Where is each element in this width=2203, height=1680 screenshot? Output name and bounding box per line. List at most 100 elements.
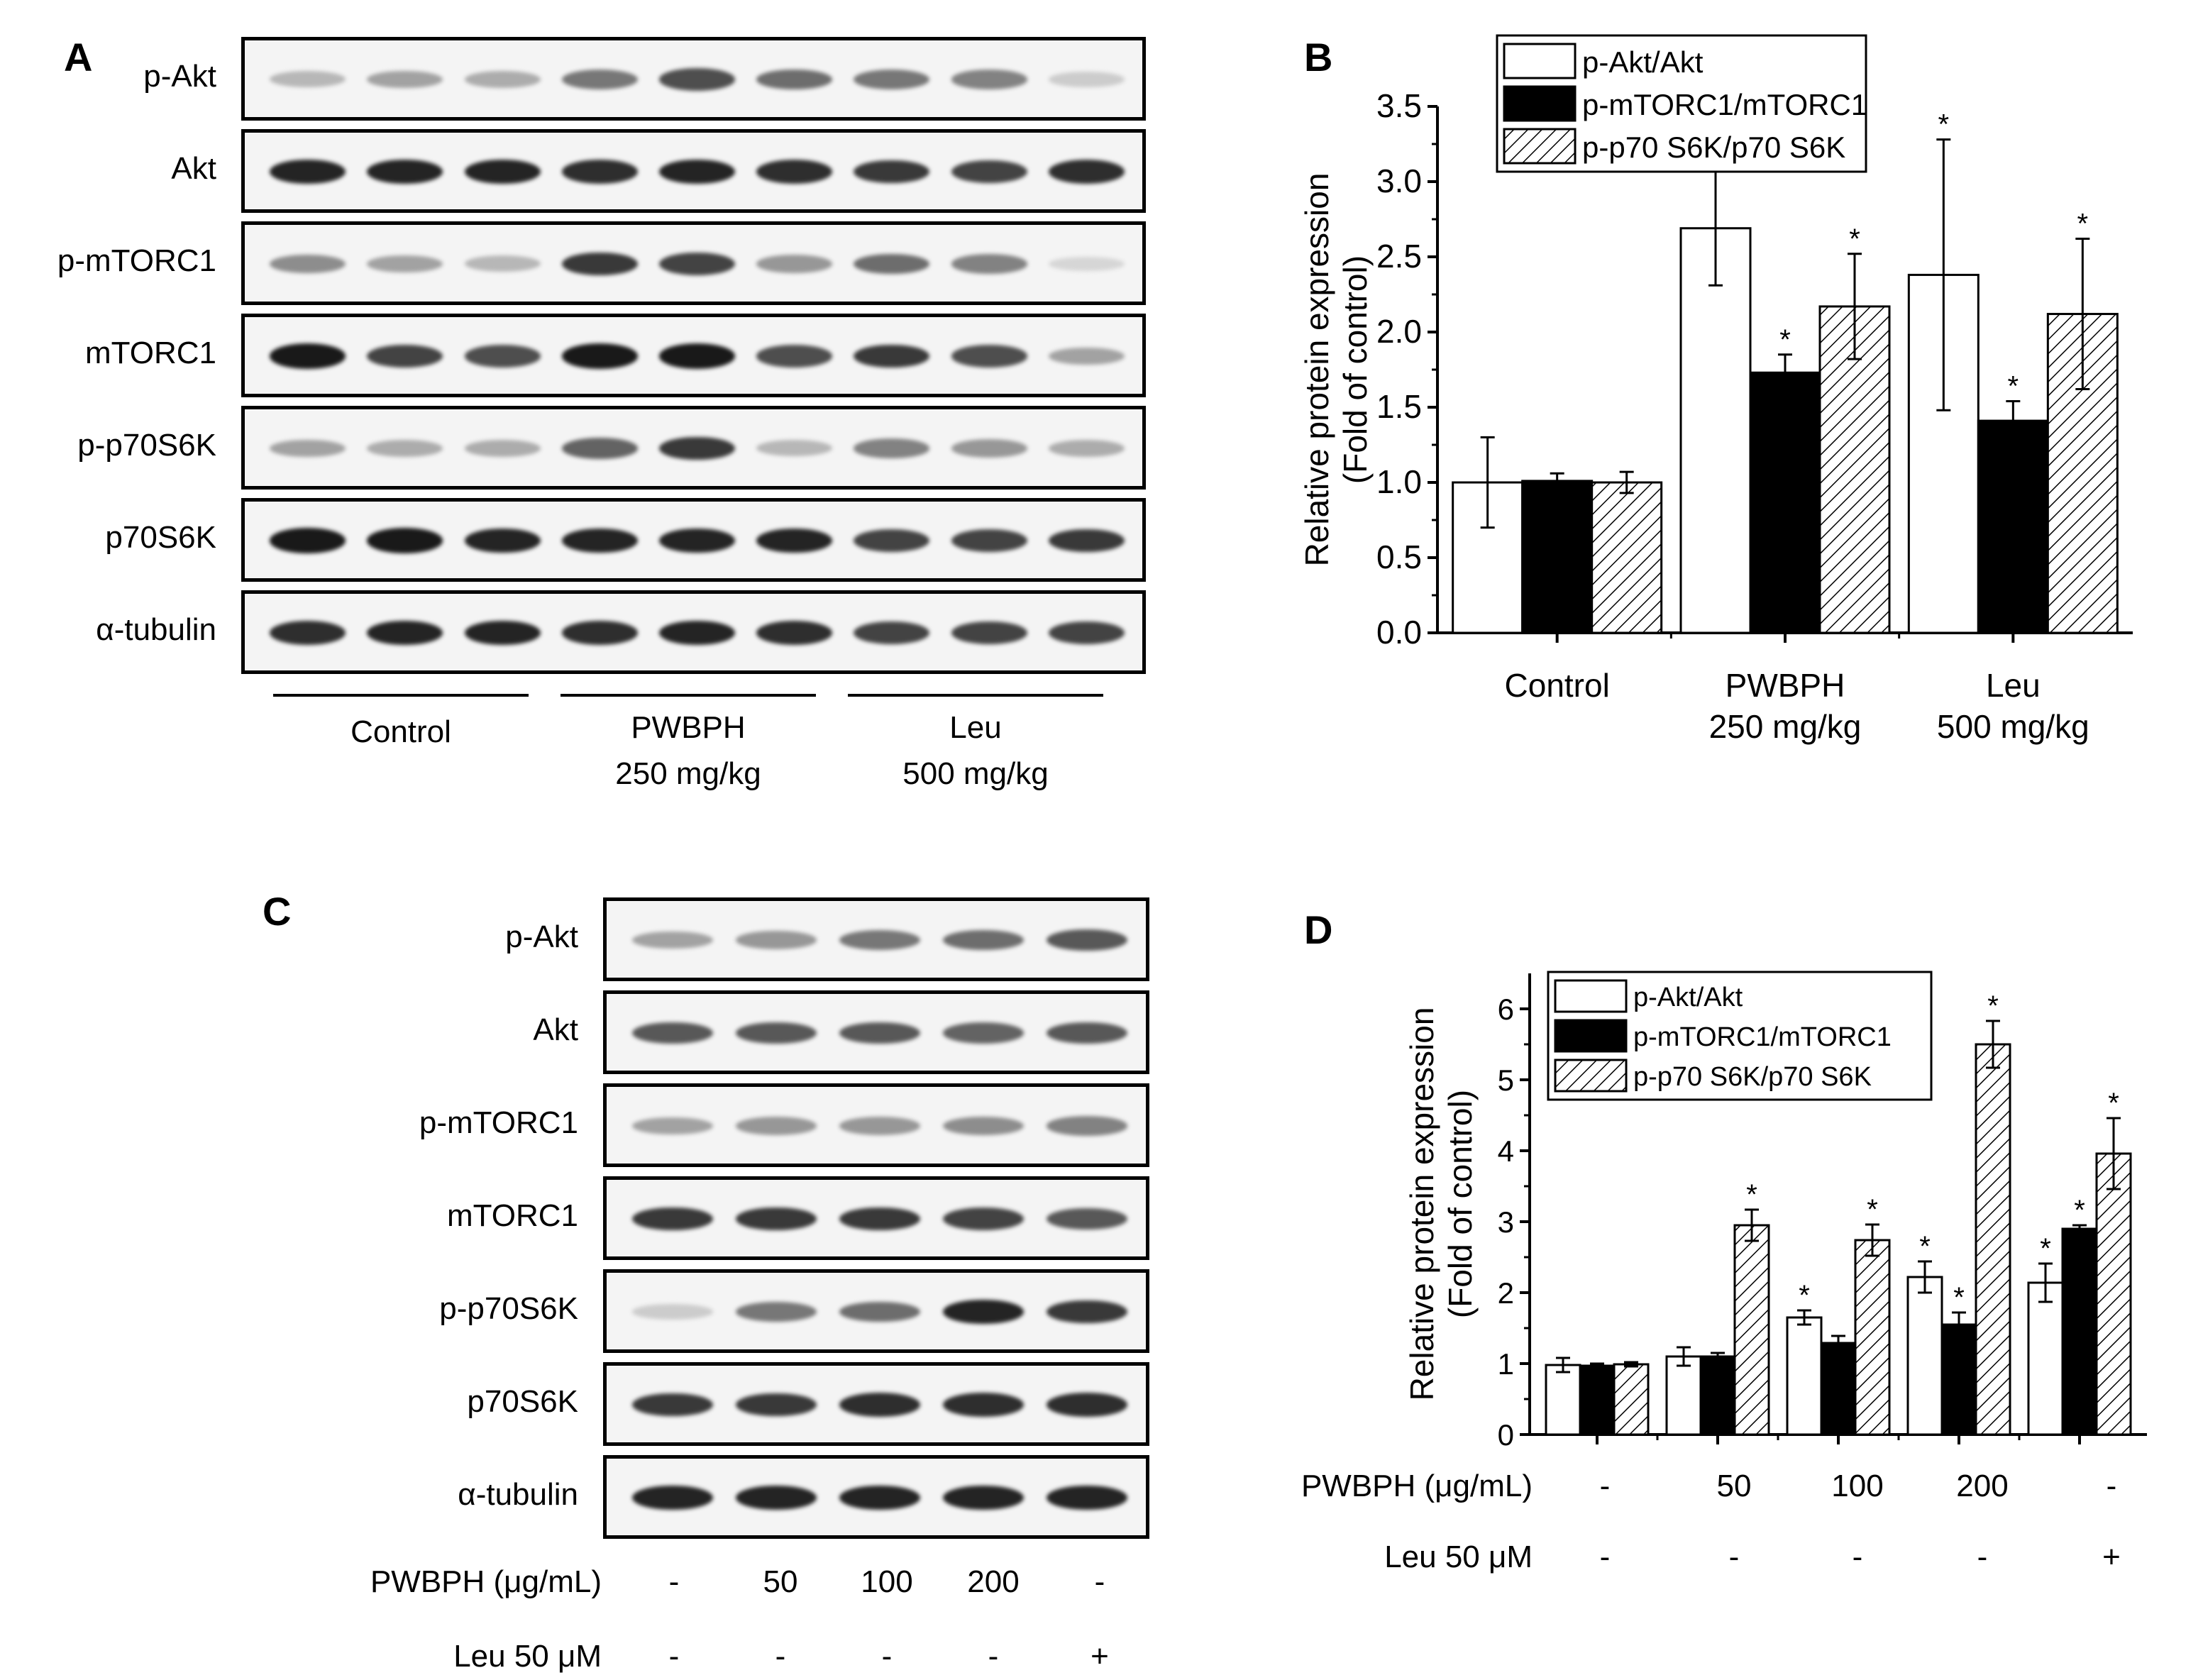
blot-row-label: α-tubulin — [96, 612, 216, 647]
legend-swatch — [1503, 128, 1577, 165]
bar — [1906, 1276, 1943, 1436]
significance-marker: * — [2108, 1088, 2119, 1119]
y-tick-label: 3 — [1498, 1205, 1514, 1239]
significance-marker: * — [1799, 1280, 1810, 1311]
bar — [1521, 480, 1594, 634]
protein-band — [756, 621, 833, 645]
blot-row-label: p-mTORC1 — [419, 1105, 578, 1140]
protein-band — [1047, 1300, 1127, 1324]
protein-band — [464, 528, 541, 553]
protein-band — [736, 931, 817, 949]
panel-b-letter: B — [1304, 35, 1333, 79]
condition-value: + — [2102, 1540, 2121, 1574]
protein-band — [464, 159, 541, 184]
condition-value: - — [1728, 1540, 1740, 1574]
y-axis-label: Relative protein expression — [1403, 1007, 1440, 1401]
condition-value: 100 — [1831, 1469, 1884, 1503]
bar — [1679, 227, 1752, 634]
protein-band — [1047, 1485, 1127, 1510]
blot-row-box — [603, 990, 1149, 1074]
condition-value: - — [881, 1639, 893, 1674]
legend-swatch — [1503, 43, 1577, 79]
bar — [1786, 1316, 1823, 1436]
protein-band — [367, 70, 443, 89]
protein-band — [270, 254, 346, 274]
protein-band — [632, 1304, 713, 1320]
y-tick-label: 1 — [1498, 1347, 1514, 1381]
group-underline — [273, 694, 529, 697]
bar — [1613, 1363, 1650, 1436]
group-underline — [561, 694, 816, 697]
protein-band — [943, 1207, 1024, 1231]
y-tick-label: 2.5 — [1376, 238, 1422, 275]
blot-row-label: mTORC1 — [447, 1198, 578, 1233]
protein-band — [632, 1207, 713, 1231]
protein-band — [839, 1393, 920, 1417]
y-tick-label: 5 — [1498, 1063, 1514, 1097]
panel-a-letter: A — [64, 35, 93, 79]
condition-value: - — [668, 1564, 680, 1599]
condition-value: - — [1977, 1540, 1988, 1574]
blot-row-label: p-p70S6K — [77, 428, 216, 463]
condition-value: + — [1091, 1639, 1109, 1674]
y-tick-label: 0 — [1498, 1418, 1514, 1452]
protein-band — [561, 438, 638, 459]
bar — [1977, 419, 2049, 634]
y-tick-label: 3.5 — [1376, 87, 1422, 124]
y-tick-label: 1.0 — [1376, 463, 1422, 500]
condition-value: 200 — [967, 1564, 1020, 1599]
protein-band — [1048, 256, 1125, 272]
x-category-label: Control — [1505, 667, 1610, 704]
protein-band — [464, 255, 541, 272]
protein-band — [658, 343, 735, 369]
protein-band — [1047, 1393, 1127, 1417]
condition-row-label: PWBPH (μg/mL) — [370, 1564, 602, 1599]
significance-marker: * — [1779, 324, 1791, 355]
condition-value: - — [1599, 1540, 1611, 1574]
protein-band — [854, 253, 930, 275]
legend-swatch — [1554, 1019, 1628, 1053]
significance-marker: * — [1987, 990, 1999, 1022]
group-label-line2: 500 mg/kg — [902, 756, 1049, 791]
protein-band — [658, 159, 735, 184]
bar — [2095, 1152, 2132, 1436]
y-tick-label: 6 — [1498, 993, 1514, 1026]
protein-band — [854, 160, 930, 184]
protein-band — [561, 528, 638, 553]
y-tick-label: 1.5 — [1376, 388, 1422, 425]
protein-band — [464, 440, 541, 457]
panel-d-letter: D — [1304, 907, 1333, 952]
protein-band — [1047, 1022, 1127, 1044]
legend-swatch — [1503, 85, 1577, 122]
blot-row-box — [603, 897, 1149, 981]
blot-row-label: mTORC1 — [85, 336, 216, 370]
protein-band — [464, 620, 541, 646]
y-tick-label: 2 — [1498, 1276, 1514, 1310]
protein-band — [943, 1116, 1024, 1136]
blot-row-label: Akt — [533, 1012, 578, 1047]
blot-row-label: p70S6K — [467, 1384, 578, 1419]
blot-row-box — [603, 1362, 1149, 1446]
x-category-label: PWBPH — [1726, 667, 1845, 704]
legend-label: p-p70 S6K/p70 S6K — [1582, 131, 1845, 164]
y-tick-label: 0.0 — [1376, 614, 1422, 651]
protein-band — [658, 252, 735, 276]
blot-row-label: p-Akt — [505, 919, 578, 954]
bar — [1579, 1364, 1616, 1436]
blot-row-box — [241, 37, 1146, 121]
bar — [1818, 305, 1891, 634]
condition-row-label: PWBPH (μg/mL) — [1301, 1469, 1533, 1503]
protein-band — [1047, 1116, 1127, 1136]
condition-value: - — [1094, 1564, 1105, 1599]
protein-band — [943, 1393, 1024, 1417]
condition-row-label: Leu 50 μM — [1384, 1540, 1533, 1574]
bar — [1665, 1355, 1702, 1436]
significance-marker: * — [2074, 1195, 2085, 1226]
legend-label: p-Akt/Akt — [1633, 983, 1743, 1012]
bar — [1591, 481, 1663, 634]
group-underline — [848, 694, 1103, 697]
protein-band — [943, 929, 1024, 951]
blot-row-label: p-Akt — [143, 59, 216, 94]
y-tick-label: 3.0 — [1376, 162, 1422, 199]
protein-band — [943, 1022, 1024, 1044]
